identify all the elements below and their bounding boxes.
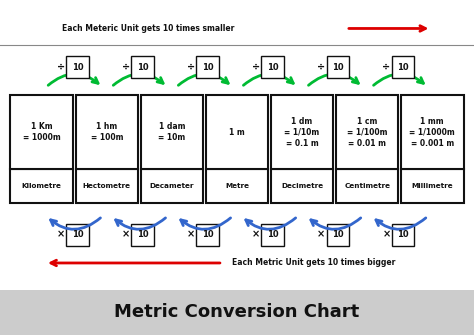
FancyBboxPatch shape bbox=[10, 169, 73, 203]
FancyBboxPatch shape bbox=[66, 56, 89, 78]
Text: 1 mm
= 1/1000m
= 0.001 m: 1 mm = 1/1000m = 0.001 m bbox=[410, 117, 455, 148]
Text: 1 dm
= 1/10m
= 0.1 m: 1 dm = 1/10m = 0.1 m bbox=[284, 117, 319, 148]
Text: ×: × bbox=[57, 229, 65, 240]
Text: ÷: ÷ bbox=[187, 62, 195, 72]
FancyBboxPatch shape bbox=[327, 224, 349, 246]
Text: Hectometre: Hectometre bbox=[83, 183, 131, 189]
Text: ÷: ÷ bbox=[57, 62, 65, 72]
FancyBboxPatch shape bbox=[336, 169, 399, 203]
Text: ÷: ÷ bbox=[317, 62, 325, 72]
Text: ×: × bbox=[122, 229, 130, 240]
Text: 10: 10 bbox=[72, 63, 83, 71]
Text: Each Meteric Unit gets 10 times smaller: Each Meteric Unit gets 10 times smaller bbox=[62, 24, 234, 33]
FancyBboxPatch shape bbox=[336, 95, 399, 169]
Text: 1 Km
= 1000m: 1 Km = 1000m bbox=[23, 122, 61, 142]
FancyBboxPatch shape bbox=[10, 95, 73, 169]
Text: 1 cm
= 1/100m
= 0.01 m: 1 cm = 1/100m = 0.01 m bbox=[347, 117, 387, 148]
Text: Metric Conversion Chart: Metric Conversion Chart bbox=[114, 303, 360, 321]
FancyBboxPatch shape bbox=[392, 224, 414, 246]
FancyBboxPatch shape bbox=[131, 224, 154, 246]
FancyBboxPatch shape bbox=[327, 56, 349, 78]
FancyBboxPatch shape bbox=[392, 56, 414, 78]
Text: ×: × bbox=[252, 229, 260, 240]
FancyBboxPatch shape bbox=[206, 169, 268, 203]
FancyBboxPatch shape bbox=[271, 95, 333, 169]
Text: 1 hm
= 100m: 1 hm = 100m bbox=[91, 122, 123, 142]
Text: ÷: ÷ bbox=[252, 62, 260, 72]
Text: Decimetre: Decimetre bbox=[281, 183, 323, 189]
Text: 10: 10 bbox=[332, 63, 344, 71]
Text: Kilometre: Kilometre bbox=[22, 183, 62, 189]
FancyBboxPatch shape bbox=[75, 169, 138, 203]
Text: Metre: Metre bbox=[225, 183, 249, 189]
FancyBboxPatch shape bbox=[141, 95, 203, 169]
FancyBboxPatch shape bbox=[262, 224, 284, 246]
FancyBboxPatch shape bbox=[196, 224, 219, 246]
Text: 10: 10 bbox=[332, 230, 344, 239]
Text: 10: 10 bbox=[267, 230, 279, 239]
FancyBboxPatch shape bbox=[262, 56, 284, 78]
Text: Decameter: Decameter bbox=[150, 183, 194, 189]
Text: ×: × bbox=[383, 229, 391, 240]
Text: ×: × bbox=[317, 229, 325, 240]
Text: ÷: ÷ bbox=[383, 62, 391, 72]
Text: 10: 10 bbox=[137, 230, 148, 239]
FancyBboxPatch shape bbox=[131, 56, 154, 78]
FancyBboxPatch shape bbox=[141, 169, 203, 203]
Text: 10: 10 bbox=[137, 63, 148, 71]
Text: 1 m: 1 m bbox=[229, 128, 245, 137]
FancyBboxPatch shape bbox=[66, 224, 89, 246]
FancyBboxPatch shape bbox=[206, 95, 268, 169]
Text: Millimetre: Millimetre bbox=[411, 183, 453, 189]
FancyBboxPatch shape bbox=[401, 95, 464, 169]
Text: 10: 10 bbox=[72, 230, 83, 239]
FancyBboxPatch shape bbox=[196, 56, 219, 78]
Text: 10: 10 bbox=[267, 63, 279, 71]
Text: Each Metric Unit gets 10 times bigger: Each Metric Unit gets 10 times bigger bbox=[232, 259, 396, 267]
Text: 10: 10 bbox=[202, 63, 214, 71]
Text: 10: 10 bbox=[397, 63, 409, 71]
Text: ×: × bbox=[187, 229, 195, 240]
FancyBboxPatch shape bbox=[401, 169, 464, 203]
Text: 1 dam
= 10m: 1 dam = 10m bbox=[158, 122, 185, 142]
Text: 10: 10 bbox=[397, 230, 409, 239]
Text: 10: 10 bbox=[202, 230, 214, 239]
FancyBboxPatch shape bbox=[75, 95, 138, 169]
Text: ÷: ÷ bbox=[122, 62, 130, 72]
Text: Centimetre: Centimetre bbox=[344, 183, 390, 189]
FancyBboxPatch shape bbox=[0, 290, 474, 335]
FancyBboxPatch shape bbox=[271, 169, 333, 203]
